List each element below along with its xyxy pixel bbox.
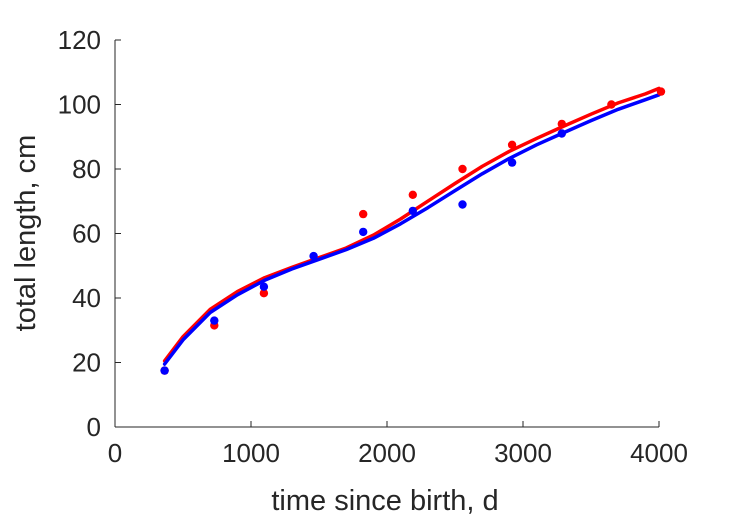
series-1-data-point	[607, 100, 616, 109]
y-tick-label: 100	[58, 90, 101, 120]
series-2-data-point	[160, 366, 169, 375]
series-1-data-point	[458, 164, 467, 174]
series-2-fit-line	[162, 93, 661, 366]
series-1-fit-line	[162, 86, 661, 363]
y-tick-label: 20	[72, 348, 101, 378]
x-tick-label: 4000	[630, 438, 688, 468]
series-2-data-point	[309, 251, 318, 261]
x-axis-label: time since birth, d	[271, 485, 498, 517]
series-2-data-point	[557, 129, 566, 138]
series-1-data-point	[359, 209, 368, 219]
series-1-data-point	[507, 140, 517, 149]
series-1-data-point	[656, 87, 666, 96]
y-tick-label: 80	[72, 154, 101, 184]
y-tick-label: 40	[72, 283, 101, 313]
series-1-data-point	[259, 289, 269, 298]
series-1-data-point	[408, 190, 417, 199]
series-2-data-point	[259, 282, 269, 291]
y-axis-label: total length, cm	[10, 135, 42, 332]
x-tick-label: 0	[108, 438, 122, 468]
series-1-data-point	[557, 119, 566, 129]
plot-area	[160, 86, 666, 375]
y-tick-label: 0	[87, 412, 101, 442]
series-2-data-point	[458, 200, 467, 209]
y-tick-label: 60	[72, 219, 101, 249]
series-2-data-point	[210, 316, 219, 325]
series-2-data-point	[408, 206, 417, 216]
x-tick-label: 2000	[358, 438, 416, 468]
series-2-data-point	[359, 227, 368, 237]
x-tick-label: 3000	[494, 438, 552, 468]
series-2-data-point	[507, 158, 517, 167]
y-tick-label: 120	[58, 25, 101, 55]
x-tick-label: 1000	[222, 438, 280, 468]
axes: 0 1000 2000 3000 4000 0 20 40 60 80 100 120	[58, 25, 688, 468]
